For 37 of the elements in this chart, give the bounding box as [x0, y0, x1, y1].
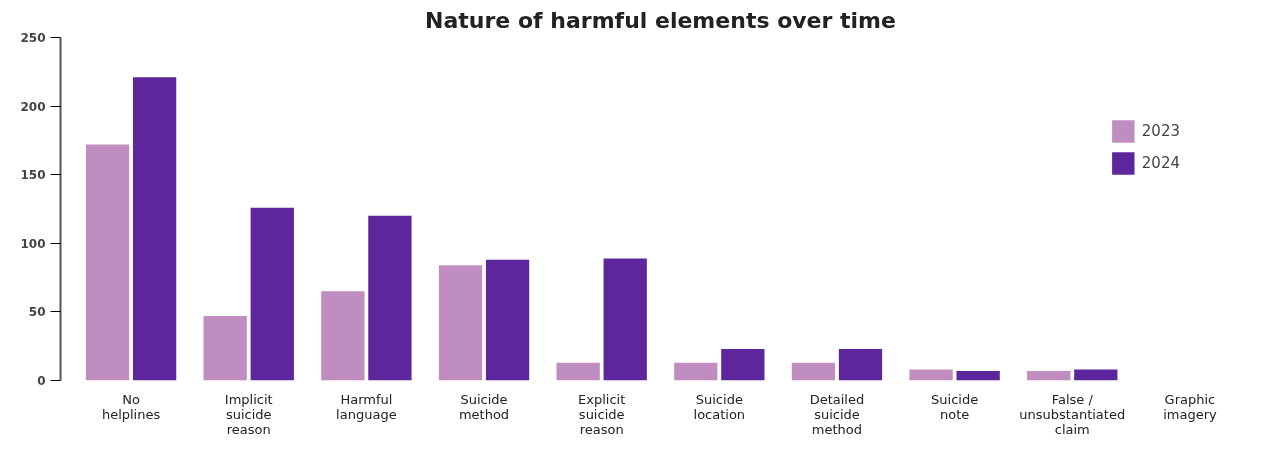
bar [909, 369, 953, 381]
bar [603, 258, 647, 381]
bar [721, 348, 765, 381]
bar [556, 362, 600, 381]
bar [1027, 370, 1071, 381]
bar [956, 370, 1000, 381]
bar [85, 144, 130, 381]
legend-label: 2023 [1141, 122, 1180, 140]
y-tick-label: 0 [37, 374, 46, 388]
legend-label: 2024 [1141, 154, 1180, 172]
bar [1074, 369, 1118, 381]
bar [132, 77, 177, 381]
bar [368, 215, 412, 381]
bar [438, 265, 483, 381]
bar [321, 291, 365, 381]
bar [674, 362, 718, 381]
chart-title: Nature of harmful elements over time [425, 7, 896, 33]
x-tick-label: Detailed suicide method [809, 391, 865, 437]
x-tick-label: Suicide note [931, 391, 979, 422]
x-tick-label: Harmful language [336, 391, 397, 422]
x-tick-label: Explicit suicide reason [578, 391, 626, 437]
bar [791, 362, 836, 381]
y-tick-label: 250 [20, 31, 46, 45]
x-tick-label: Graphic imagery [1163, 391, 1217, 422]
x-tick-label: Implicit suicide reason [224, 391, 273, 437]
bar [203, 316, 247, 381]
bar [250, 207, 294, 381]
x-tick-label: No helplines [101, 391, 161, 422]
bar [485, 259, 530, 381]
y-tick-label: 50 [28, 305, 46, 320]
y-tick-label: 150 [20, 168, 46, 183]
x-tick-label: False / unsubstantiated claim [1019, 391, 1126, 437]
x-tick-label: Suicide method [458, 391, 510, 422]
y-tick-label: 200 [20, 99, 46, 114]
y-tick-label: 100 [20, 236, 46, 251]
bar [838, 348, 883, 381]
x-tick-label: Suicide location [693, 391, 746, 422]
